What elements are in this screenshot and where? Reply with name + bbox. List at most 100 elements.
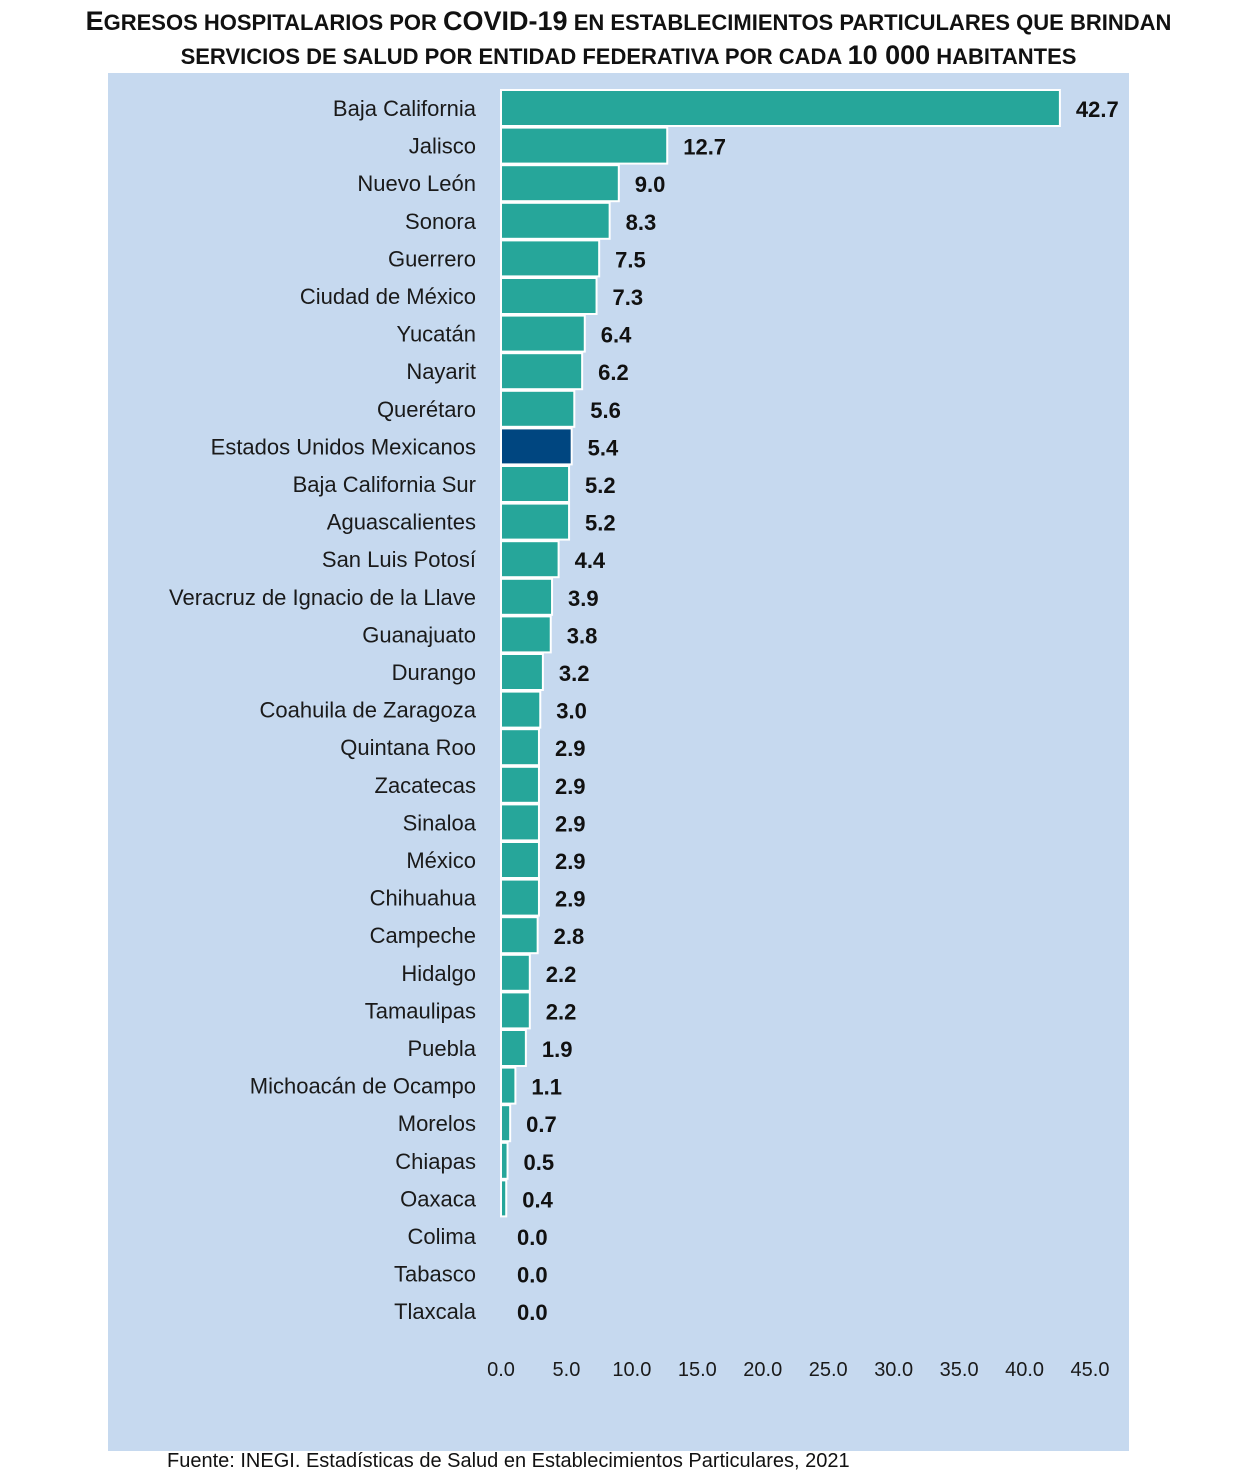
bar-8 xyxy=(500,389,576,428)
bar-18 xyxy=(500,765,540,804)
value-label-1: 12.7 xyxy=(683,135,726,160)
bar-1 xyxy=(500,126,669,165)
bar-24 xyxy=(500,991,531,1030)
category-label-27: Morelos xyxy=(398,1111,476,1136)
category-label-32: Tlaxcala xyxy=(394,1299,477,1324)
category-labels-group: Baja California Jalisco Nuevo León Sonora Gu… xyxy=(169,96,477,1324)
value-label-14: 3.8 xyxy=(567,623,598,648)
value-label-15: 3.2 xyxy=(559,661,590,686)
category-label-30: Colima xyxy=(408,1224,477,1249)
value-label-21: 2.9 xyxy=(555,887,586,912)
value-label-28: 0.5 xyxy=(524,1150,555,1175)
bar-29 xyxy=(500,1179,508,1218)
category-label-20: México xyxy=(406,848,476,873)
category-label-26: Michoacán de Ocampo xyxy=(250,1074,476,1099)
value-label-7: 6.2 xyxy=(598,360,629,385)
category-label-19: Sinaloa xyxy=(403,810,477,835)
category-label-17: Quintana Roo xyxy=(340,735,476,760)
bar-13 xyxy=(500,577,554,616)
category-label-28: Chiapas xyxy=(395,1149,476,1174)
value-label-9: 5.4 xyxy=(588,435,619,460)
value-label-26: 1.1 xyxy=(531,1075,562,1100)
category-label-13: Veracruz de Ignacio de la Llave xyxy=(169,585,476,610)
value-label-31: 0.0 xyxy=(517,1263,548,1288)
category-label-22: Campeche xyxy=(370,923,476,948)
value-label-8: 5.6 xyxy=(590,398,621,423)
bar-23 xyxy=(500,953,531,992)
value-label-13: 3.9 xyxy=(568,586,599,611)
bar-16 xyxy=(500,690,542,729)
category-label-15: Durango xyxy=(392,660,476,685)
category-label-3: Sonora xyxy=(405,209,477,234)
value-label-5: 7.3 xyxy=(613,285,644,310)
x-tick-label-1: 5.0 xyxy=(553,1359,581,1381)
category-label-12: San Luis Potosí xyxy=(322,547,476,572)
bars-group xyxy=(500,89,1061,1218)
bar-27 xyxy=(500,1104,512,1143)
category-label-23: Hidalgo xyxy=(401,961,476,986)
title-text-1: GRESOS HOSPITALARIOS POR xyxy=(103,10,444,35)
bar-20 xyxy=(500,841,540,879)
value-label-3: 8.3 xyxy=(626,210,657,235)
x-tick-label-9: 45.0 xyxy=(1071,1359,1110,1381)
bar-6 xyxy=(500,314,586,353)
source-note: Fuente: INEGI. Estadísticas de Salud en … xyxy=(167,1450,850,1472)
value-label-29: 0.4 xyxy=(522,1187,553,1212)
chart-title-line-1: EGRESOS HOSPITALARIOS POR COVID-19 EN ES… xyxy=(0,6,1257,37)
x-tick-label-5: 25.0 xyxy=(809,1359,848,1381)
category-label-2: Nuevo León xyxy=(357,171,476,196)
value-label-0: 42.7 xyxy=(1076,97,1119,122)
category-label-6: Yucatán xyxy=(396,322,476,347)
x-tick-label-8: 40.0 xyxy=(1005,1359,1044,1381)
category-label-21: Chihuahua xyxy=(370,886,477,911)
category-label-8: Querétaro xyxy=(377,397,476,422)
value-label-25: 1.9 xyxy=(542,1037,573,1062)
title-text-4: HABITANTES xyxy=(930,44,1077,69)
category-label-11: Aguascalientes xyxy=(327,510,476,535)
value-label-24: 2.2 xyxy=(546,999,577,1024)
category-label-0: Baja California xyxy=(333,96,477,121)
value-label-27: 0.7 xyxy=(526,1112,557,1137)
value-label-4: 7.5 xyxy=(615,247,646,272)
category-label-7: Nayarit xyxy=(406,359,476,384)
plot-background xyxy=(108,73,1129,1451)
bar-15 xyxy=(500,653,544,691)
title-text-3: SERVICIOS DE SALUD POR ENTIDAD FEDERATIV… xyxy=(180,44,848,69)
value-label-10: 5.2 xyxy=(585,473,616,498)
bar-7 xyxy=(500,352,584,391)
bar-14 xyxy=(500,615,552,654)
category-label-9: Estados Unidos Mexicanos xyxy=(211,434,476,459)
value-label-11: 5.2 xyxy=(585,511,616,536)
value-label-16: 3.0 xyxy=(556,699,587,724)
chart-title-line-2: SERVICIOS DE SALUD POR ENTIDAD FEDERATIV… xyxy=(0,40,1257,71)
bar-9 xyxy=(500,427,573,466)
bar-10 xyxy=(500,465,571,503)
x-axis-tick-labels: 0.0 5.0 10.0 15.0 20.0 25.0 30.0 35.0 40.0 45.0 xyxy=(487,1359,1109,1381)
value-label-19: 2.9 xyxy=(555,811,586,836)
x-tick-label-6: 30.0 xyxy=(874,1359,913,1381)
category-label-25: Puebla xyxy=(407,1036,476,1061)
category-label-4: Guerrero xyxy=(388,246,476,271)
x-tick-label-3: 15.0 xyxy=(678,1359,717,1381)
value-label-23: 2.2 xyxy=(546,962,577,987)
category-label-31: Tabasco xyxy=(394,1262,476,1287)
bar-2 xyxy=(500,164,620,203)
bar-0 xyxy=(500,89,1061,127)
bar-25 xyxy=(500,1029,527,1067)
bar-5 xyxy=(500,277,598,315)
bar-28 xyxy=(500,1141,509,1180)
x-tick-label-7: 35.0 xyxy=(940,1359,979,1381)
title-initial: E xyxy=(85,6,104,36)
value-label-20: 2.9 xyxy=(555,849,586,874)
bar-21 xyxy=(500,878,540,917)
value-label-17: 2.9 xyxy=(555,736,586,761)
bar-4 xyxy=(500,239,601,278)
category-label-24: Tamaulipas xyxy=(365,998,476,1023)
value-label-2: 9.0 xyxy=(635,172,666,197)
value-labels-group: 42.7 12.7 9.0 8.3 7.5 7.3 6.4 6.2 5.6 5.4 5.2 5.2 4.… xyxy=(517,97,1119,1325)
category-label-16: Coahuila de Zaragoza xyxy=(260,698,477,723)
title-number: 10 000 xyxy=(847,40,931,70)
bar-19 xyxy=(500,803,540,842)
bar-26 xyxy=(500,1066,517,1105)
